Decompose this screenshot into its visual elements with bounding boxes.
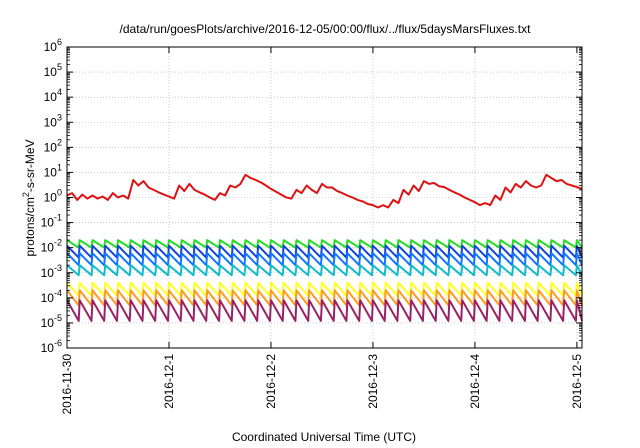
y-tick-label: 10-3: [41, 263, 62, 280]
x-tick-label: 2016-12-2: [264, 354, 278, 409]
x-tick-label: 2016-12-4: [468, 354, 482, 409]
y-tick-label: 100: [44, 188, 62, 205]
y-tick-label: 102: [44, 137, 62, 154]
y-tick-label: 10-5: [41, 313, 62, 330]
y-axis-ticks: 10-6 10-5 10-4 10-3 10-2 10-1 100 101 102 103 104 1…: [41, 37, 582, 355]
series-line-4: [66, 264, 583, 277]
y-tick-label: 10-6: [41, 338, 62, 355]
series-lines: [66, 173, 583, 322]
series-line-7: [66, 299, 583, 322]
series-line-0: [66, 173, 583, 209]
x-tick-label: 2016-12-5: [570, 354, 584, 409]
chart-title: /data/run/goesPlots/archive/2016-12-05/0…: [120, 22, 532, 36]
x-tick-label: 2016-12-3: [366, 354, 380, 409]
x-axis-label: Coordinated Universal Time (UTC): [232, 430, 416, 444]
x-axis-ticks: 2016-11-30 2016-12-1 2016-12-2 2016-12-3 201…: [60, 47, 584, 415]
series-line-5: [66, 281, 583, 297]
series-line-6: [66, 289, 583, 307]
series-line-3: [66, 252, 583, 267]
y-tick-label: 103: [44, 112, 62, 129]
x-tick-label: 2016-12-1: [162, 354, 176, 409]
y-tick-label: 101: [44, 162, 62, 179]
y-tick-label: 10-2: [41, 238, 62, 255]
y-tick-label: 104: [44, 87, 62, 104]
x-tick-label: 2016-11-30: [60, 354, 74, 415]
y-tick-label: 105: [44, 62, 62, 79]
series-line-1: [66, 239, 583, 249]
y-tick-label: 106: [44, 37, 62, 54]
y-axis-label: protons/cm2-s-sr-MeV: [21, 139, 37, 256]
y-tick-label: 10-1: [41, 213, 62, 230]
series-line-2: [66, 244, 583, 259]
y-tick-label: 10-4: [41, 288, 62, 305]
